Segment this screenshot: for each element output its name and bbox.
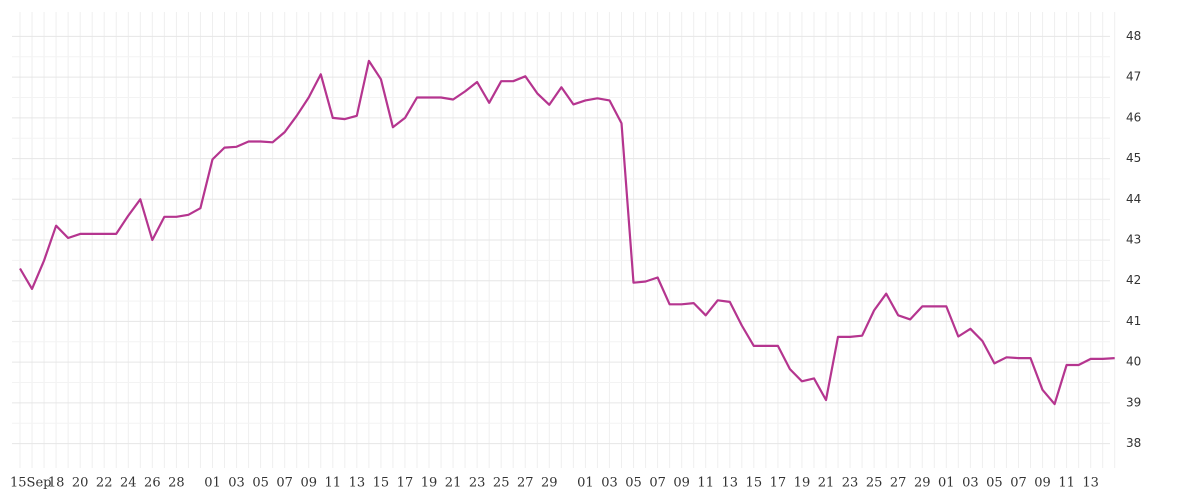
y-tick-label: 45 bbox=[1126, 151, 1141, 165]
x-tick-label: 03 bbox=[962, 476, 979, 491]
x-tick-label: 01 bbox=[577, 476, 594, 491]
x-tick-label: 09 bbox=[1034, 476, 1051, 491]
x-tick-label: 18 bbox=[48, 476, 65, 491]
x-tick-label: 05 bbox=[986, 476, 1003, 491]
x-tick-label: 19 bbox=[421, 476, 438, 491]
y-tick-label: 44 bbox=[1126, 192, 1141, 206]
x-tick-label: 01 bbox=[938, 476, 955, 491]
x-tick-label: 29 bbox=[914, 476, 931, 491]
x-tick-label: 09 bbox=[300, 476, 317, 491]
x-tick-label: 13 bbox=[721, 476, 738, 491]
y-tick-label: 40 bbox=[1126, 355, 1141, 369]
x-tick-label: 07 bbox=[1010, 476, 1027, 491]
x-tick-label: 17 bbox=[770, 476, 787, 491]
x-tick-label: 15 bbox=[746, 476, 763, 491]
x-tick-label: 11 bbox=[325, 476, 342, 491]
x-tick-label: 13 bbox=[349, 476, 366, 491]
y-tick-label: 46 bbox=[1126, 110, 1141, 124]
x-tick-label: 07 bbox=[649, 476, 666, 491]
x-tick-label: 25 bbox=[493, 476, 510, 491]
x-tick-label: 25 bbox=[866, 476, 883, 491]
y-tick-label: 48 bbox=[1126, 29, 1141, 43]
x-tick-label: 11 bbox=[697, 476, 714, 491]
x-tick-label: 17 bbox=[397, 476, 414, 491]
x-tick-label: 20 bbox=[72, 476, 89, 491]
y-tick-label: 42 bbox=[1126, 273, 1141, 287]
x-tick-label: 09 bbox=[673, 476, 690, 491]
y-tick-label: 43 bbox=[1126, 233, 1141, 247]
x-tick-label: 07 bbox=[276, 476, 293, 491]
line-series bbox=[19, 59, 1115, 406]
x-tick-label: 24 bbox=[120, 476, 137, 491]
x-tick-label: 21 bbox=[445, 476, 462, 491]
y-tick-label: 38 bbox=[1126, 436, 1141, 450]
x-tick-label: 15 bbox=[373, 476, 390, 491]
y-tick-label: 47 bbox=[1126, 70, 1141, 84]
y-tick-label: 39 bbox=[1126, 395, 1141, 409]
x-tick-label: 21 bbox=[818, 476, 835, 491]
x-tick-label: 03 bbox=[601, 476, 618, 491]
x-tick-label: 23 bbox=[469, 476, 486, 491]
x-tick-label: 11 bbox=[1058, 476, 1075, 491]
x-tick-label: 01 bbox=[204, 476, 221, 491]
x-tick-label: 28 bbox=[168, 476, 185, 491]
y-tick-label: 41 bbox=[1126, 314, 1141, 328]
x-tick-label: 27 bbox=[517, 476, 534, 491]
x-tick-label: 27 bbox=[890, 476, 907, 491]
x-tick-label: 19 bbox=[794, 476, 811, 491]
x-tick-label: 05 bbox=[252, 476, 269, 491]
x-tick-label: 13 bbox=[1082, 476, 1099, 491]
x-tick-label: 22 bbox=[96, 476, 113, 491]
x-tick-label: 29 bbox=[541, 476, 558, 491]
x-tick-label: 03 bbox=[228, 476, 245, 491]
x-tick-label: 26 bbox=[144, 476, 161, 491]
x-tick-label: 05 bbox=[625, 476, 642, 491]
x-tick-label: 15Sep bbox=[10, 476, 51, 491]
x-tick-label: 23 bbox=[842, 476, 859, 491]
